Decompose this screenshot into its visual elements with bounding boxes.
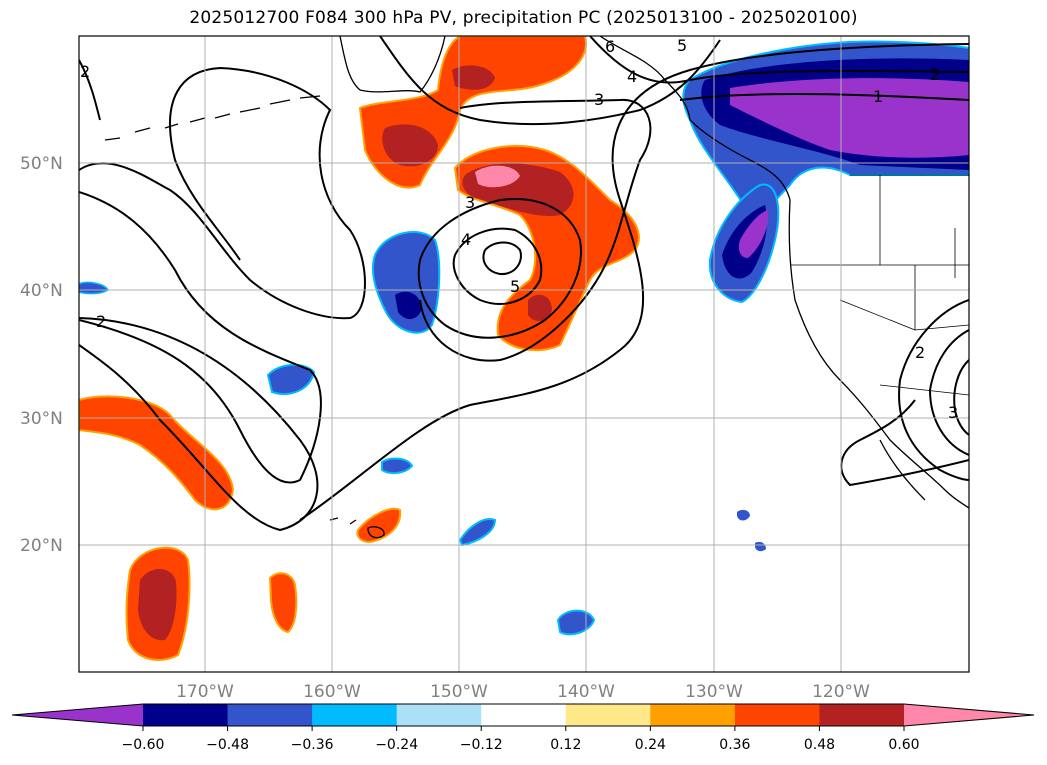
contour-label: 4: [627, 67, 637, 86]
contour-label: 2: [80, 62, 90, 81]
negative-anomaly-small-6: [755, 541, 766, 552]
longitude-labels: 170°W 160°W 150°W 140°W 130°W 120°W: [176, 682, 870, 702]
colorbar-tick-label: 0.36: [719, 737, 750, 753]
contour-label: 1: [873, 87, 883, 106]
graticule: [79, 36, 969, 672]
coastline-alaska: [339, 36, 446, 93]
lon-label: 170°W: [176, 682, 234, 702]
contour-label: 3: [594, 90, 604, 109]
colorbar-tick-label: −0.36: [291, 737, 334, 753]
lon-label: 130°W: [685, 682, 743, 702]
colorbar-tick-label: 0.24: [635, 737, 666, 753]
colorbar-extend-max: [904, 704, 1034, 726]
contour-2-upper: [589, 36, 969, 84]
colorbar-tick-label: −0.48: [206, 737, 249, 753]
contour-label: 5: [677, 36, 687, 55]
lon-label: 140°W: [557, 682, 615, 702]
colorbar-segment: [396, 704, 482, 726]
negative-anomaly-nw-purple: [730, 78, 969, 158]
contour-south-cal-3: [953, 359, 969, 436]
contour-south-cal-1: [898, 299, 969, 481]
contour-4: [417, 198, 582, 339]
colorbar-segment: [481, 704, 567, 726]
plot-frame: [78, 35, 970, 673]
lon-label: 150°W: [430, 682, 488, 702]
contour-5: [452, 227, 543, 305]
contour-labels: 2 2 1 2 3 4 5 6 3 4 5 2 3: [80, 36, 958, 422]
latitude-labels: 50°N 40°N 30°N 20°N: [20, 154, 63, 556]
colorbar-extend-min: [12, 704, 143, 726]
coastline-bc: [689, 119, 791, 201]
coastline-west-coast: [788, 199, 969, 509]
precip-shading: [79, 36, 969, 661]
contour-outer-1: [299, 43, 969, 521]
colorbar-segment: [565, 704, 651, 726]
colorbar-tick-label: 0.60: [888, 737, 919, 753]
negative-anomaly-coast-purple: [738, 210, 769, 258]
lat-label: 50°N: [20, 154, 63, 174]
contour-2-lower-inner: [79, 191, 322, 484]
contour-label: 3: [948, 403, 958, 422]
negative-anomaly-small-2: [381, 457, 414, 475]
coastline-baja: [879, 439, 926, 501]
contour-label: 2: [915, 343, 925, 362]
contour-2-lower: [79, 317, 319, 532]
colorbar-segment: [819, 704, 905, 726]
negative-anomaly-small-4: [556, 609, 596, 636]
lon-label: 160°W: [303, 682, 361, 702]
contour-label: 4: [461, 230, 471, 249]
negative-anomaly-central-core: [395, 291, 422, 320]
map-title: 2025012700 F084 300 hPa PV, precipitatio…: [189, 8, 858, 28]
boundaries: [790, 174, 969, 396]
colorbar-segment: [143, 704, 229, 726]
contour-2-left-edge: [79, 59, 101, 121]
positive-anomaly-north-core2: [452, 65, 495, 90]
contour-label: 2: [930, 65, 940, 84]
positive-anomaly-hawaii-chain: [79, 395, 235, 511]
contour-6: [482, 241, 522, 276]
contour-label: 6: [605, 37, 615, 56]
colorbar-tick-label: 0.12: [550, 737, 581, 753]
lat-label: 30°N: [20, 409, 63, 429]
contour-2-west: [79, 66, 366, 320]
positive-anomaly-central-peak: [475, 165, 520, 188]
colorbar-tick-label: −0.24: [375, 737, 418, 753]
positive-anomaly-south-mid: [268, 572, 298, 634]
contour-label: 5: [510, 277, 520, 296]
contour-label: 3: [465, 193, 475, 212]
colorbar-segment: [734, 704, 820, 726]
hawaii-islands: [329, 517, 385, 539]
positive-anomaly-central-core3: [528, 294, 552, 322]
coastlines: [104, 36, 969, 539]
negative-anomaly-central: [372, 231, 441, 334]
colorbar-segment: [227, 704, 313, 726]
contour-1: [679, 93, 969, 101]
positive-anomaly-north-core: [382, 124, 438, 167]
colorbar-tick-label: 0.48: [804, 737, 835, 753]
colorbar-tick-label: −0.60: [122, 737, 165, 753]
lat-label: 40°N: [20, 281, 63, 301]
coastline-aleutians: [104, 95, 321, 141]
contour-big-outer: [379, 36, 721, 126]
contour-label: 2: [96, 312, 106, 331]
positive-anomaly-hawaii: [356, 507, 402, 544]
negative-anomaly-small-5: [737, 509, 750, 521]
lon-label: 120°W: [812, 682, 870, 702]
negative-anomaly-small-3: [458, 518, 497, 547]
negative-anomaly-small-1: [266, 363, 316, 395]
colorbar-tick-label: −0.12: [460, 737, 503, 753]
positive-anomaly-south-west-core: [138, 568, 177, 641]
colorbar-segment: [650, 704, 736, 726]
colorbar: −0.60 −0.48 −0.36 −0.24 −0.12 0.12 0.24 0.36 0.4…: [11, 703, 1035, 753]
lat-label: 20°N: [20, 536, 63, 556]
contour-south-cal-2: [928, 329, 969, 456]
colorbar-segment: [312, 704, 398, 726]
